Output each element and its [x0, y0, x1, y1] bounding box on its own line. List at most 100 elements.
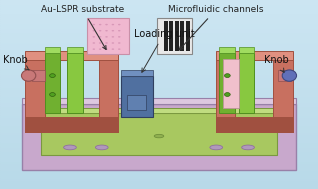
- Bar: [121, 70, 153, 76]
- Circle shape: [112, 36, 114, 38]
- Bar: [0, 15, 318, 17]
- Polygon shape: [41, 108, 277, 113]
- Bar: [0, 11, 318, 13]
- Bar: [278, 70, 291, 81]
- Bar: [0, 134, 318, 136]
- Bar: [0, 55, 318, 57]
- Bar: [0, 98, 318, 100]
- Circle shape: [118, 42, 121, 44]
- Bar: [45, 53, 60, 113]
- Circle shape: [105, 48, 108, 50]
- Bar: [0, 140, 318, 142]
- Bar: [25, 117, 118, 132]
- Bar: [216, 53, 235, 132]
- Bar: [0, 30, 318, 32]
- Ellipse shape: [21, 70, 36, 81]
- Bar: [0, 104, 318, 106]
- Bar: [0, 76, 318, 77]
- Bar: [25, 51, 118, 60]
- Bar: [0, 74, 318, 76]
- Polygon shape: [22, 98, 296, 104]
- Circle shape: [99, 48, 101, 50]
- Bar: [32, 70, 45, 81]
- Bar: [0, 121, 318, 123]
- Circle shape: [93, 36, 95, 38]
- Ellipse shape: [242, 145, 254, 150]
- Bar: [273, 53, 293, 132]
- Bar: [0, 72, 318, 74]
- Circle shape: [105, 30, 108, 32]
- Bar: [0, 153, 318, 155]
- Text: Loading unit: Loading unit: [134, 29, 194, 72]
- Bar: [0, 157, 318, 159]
- Bar: [0, 79, 318, 81]
- Bar: [164, 21, 168, 51]
- Bar: [0, 130, 318, 132]
- Bar: [0, 68, 318, 70]
- Circle shape: [93, 42, 95, 44]
- FancyBboxPatch shape: [157, 18, 192, 54]
- Text: Knob: Knob: [264, 56, 289, 72]
- Text: Microfluidic channels: Microfluidic channels: [169, 5, 264, 50]
- Ellipse shape: [210, 145, 223, 150]
- Bar: [169, 21, 173, 51]
- Bar: [99, 53, 118, 132]
- Bar: [0, 187, 318, 189]
- Bar: [0, 174, 318, 176]
- Circle shape: [112, 42, 114, 44]
- Circle shape: [99, 36, 101, 38]
- Bar: [238, 53, 254, 113]
- Bar: [0, 183, 318, 185]
- Bar: [121, 76, 153, 117]
- Ellipse shape: [64, 145, 76, 150]
- Bar: [0, 81, 318, 83]
- Bar: [0, 172, 318, 174]
- Bar: [0, 23, 318, 25]
- Circle shape: [105, 42, 108, 44]
- Bar: [0, 49, 318, 51]
- Circle shape: [118, 30, 121, 32]
- Bar: [0, 85, 318, 87]
- Bar: [0, 8, 318, 9]
- Bar: [0, 42, 318, 43]
- Bar: [0, 96, 318, 98]
- Bar: [0, 83, 318, 85]
- Bar: [223, 59, 238, 108]
- Bar: [0, 21, 318, 23]
- Bar: [0, 38, 318, 40]
- Circle shape: [112, 48, 114, 50]
- Bar: [0, 9, 318, 11]
- Bar: [0, 113, 318, 115]
- FancyBboxPatch shape: [41, 113, 277, 155]
- Bar: [0, 108, 318, 110]
- Bar: [0, 87, 318, 89]
- Text: Au-LSPR substrate: Au-LSPR substrate: [41, 5, 124, 50]
- Bar: [0, 77, 318, 79]
- Bar: [0, 176, 318, 178]
- Bar: [0, 59, 318, 60]
- Bar: [175, 21, 179, 51]
- Bar: [216, 117, 293, 132]
- Bar: [0, 125, 318, 127]
- Circle shape: [105, 24, 108, 25]
- Bar: [0, 66, 318, 68]
- Bar: [0, 144, 318, 146]
- Bar: [0, 6, 318, 8]
- Ellipse shape: [154, 134, 164, 138]
- Bar: [0, 138, 318, 140]
- Bar: [0, 127, 318, 129]
- Bar: [0, 57, 318, 59]
- Bar: [0, 106, 318, 108]
- Bar: [0, 70, 318, 72]
- Polygon shape: [219, 47, 235, 53]
- Bar: [0, 136, 318, 138]
- Bar: [0, 110, 318, 112]
- Polygon shape: [238, 47, 254, 53]
- Bar: [0, 43, 318, 45]
- FancyBboxPatch shape: [87, 18, 129, 54]
- Bar: [0, 161, 318, 163]
- Bar: [0, 147, 318, 149]
- Bar: [0, 62, 318, 64]
- Bar: [25, 53, 45, 132]
- Ellipse shape: [95, 145, 108, 150]
